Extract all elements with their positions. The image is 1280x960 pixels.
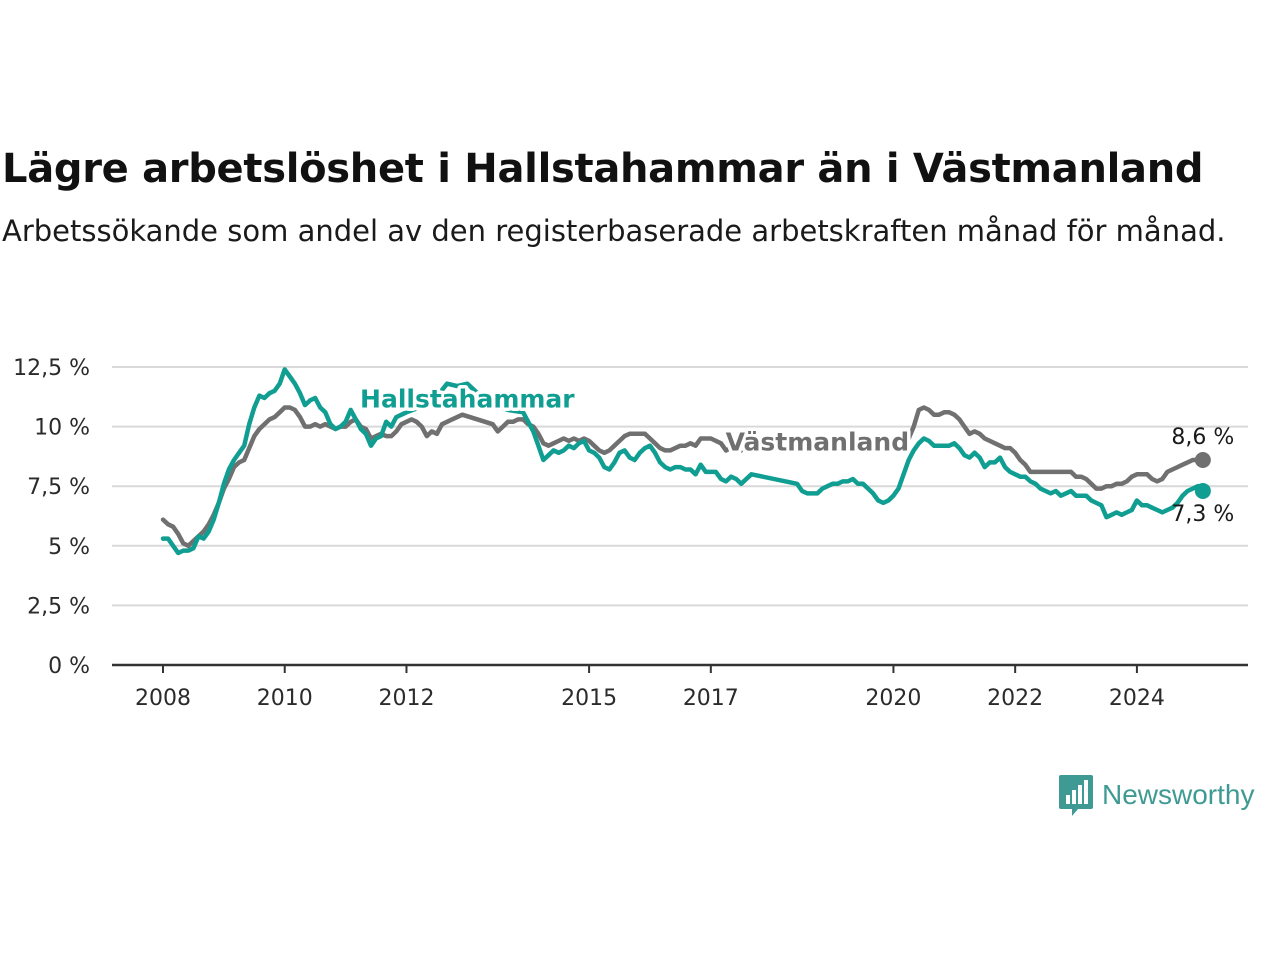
x-tick-label: 2020 [865,686,921,711]
series-line-vastmanland [160,405,1206,549]
y-tick-label: 12,5 % [13,356,90,381]
x-tick-label: 2017 [683,686,739,711]
newsworthy-logo-icon [1059,775,1093,816]
y-tick-label: 0 % [48,654,90,679]
series-labels: 8,6 %7,3 %HallstahammarHallstahammarVäst… [357,381,1235,527]
chart-title: Lägre arbetslöshet i Hallstahammar än i … [2,146,1204,192]
x-tick-label: 2012 [378,686,434,711]
series-line-hallstahammar [160,367,1206,556]
brand-name: Newsworthy [1102,779,1255,810]
y-tick-label: 5 % [48,535,90,560]
series-label-halo: Västmanland [726,427,910,456]
end-value-label: 7,3 % [1171,502,1234,527]
end-point-marker [1194,451,1211,468]
series-label-halo: Hallstahammar [360,385,575,414]
end-point-marker [1194,482,1211,499]
y-tick-label: 2,5 % [27,594,90,619]
x-axis: 2008 2010 2012 2015 2017 2020 2022 2024 [135,665,1165,711]
line-chart: 0 %2,5 %5 %7,5 %10 %12,5 % 2008 2010 2012 2… [13,356,1248,711]
end-value-label: 8,6 % [1171,425,1234,450]
series-label: Hallstahammar [360,385,575,414]
chart-subtitle: Arbetssökande som andel av den registerb… [2,214,1226,248]
x-tick-label: 2024 [1109,686,1165,711]
grid-lines [112,366,1248,607]
x-tick-label: 2010 [257,686,313,711]
newsworthy-logo: Newsworthy [1058,773,1254,817]
x-tick-label: 2008 [135,686,191,711]
series-label: Västmanland [726,427,910,456]
y-tick-label: 10 % [34,416,90,441]
x-tick-label: 2015 [561,686,617,711]
series-lines [160,367,1211,556]
y-tick-label: 7,5 % [27,475,90,500]
x-tick-label: 2022 [987,686,1043,711]
y-axis-tick-labels: 0 % 2,5 % 5 % 7,5 % 10 % 12,5 % [13,356,90,679]
